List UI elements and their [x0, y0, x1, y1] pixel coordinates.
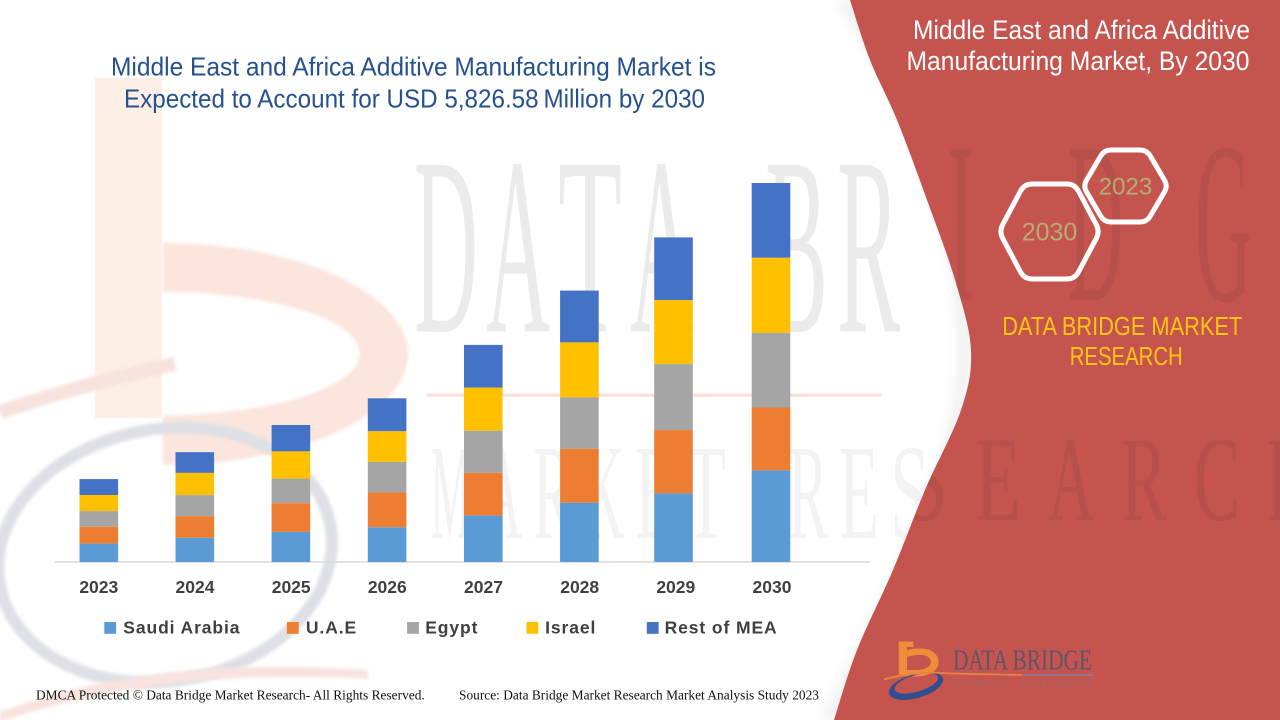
svg-text:C: C [1194, 413, 1240, 547]
svg-text:A: A [1048, 413, 1094, 547]
svg-text:2024: 2024 [176, 577, 215, 597]
svg-text:DATA BRIDGE MARKET: DATA BRIDGE MARKET [1002, 313, 1242, 341]
svg-text:Middle East and Africa Additiv: Middle East and Africa Additive [913, 15, 1250, 45]
svg-text:E: E [839, 418, 879, 568]
svg-text:E: E [975, 413, 1021, 547]
svg-text:2030: 2030 [753, 577, 792, 597]
svg-text:Rest of MEA: Rest of MEA [665, 618, 778, 638]
svg-text:Israel: Israel [545, 618, 596, 638]
svg-text:2026: 2026 [368, 577, 407, 597]
svg-text:R: R [1121, 413, 1167, 547]
svg-text:Egypt: Egypt [425, 618, 478, 638]
svg-text:R: R [837, 106, 900, 387]
svg-text:2027: 2027 [464, 577, 503, 597]
svg-text:A: A [486, 106, 550, 387]
svg-text:2029: 2029 [656, 577, 695, 597]
svg-text:H: H [1267, 413, 1280, 547]
svg-text:Expected to Account for USD 5,: Expected to Account for USD 5,826.58 Mil… [124, 84, 705, 114]
svg-text:U.A.E: U.A.E [306, 618, 357, 638]
svg-text:2023: 2023 [79, 577, 118, 597]
svg-text:Manufacturing Market, By 2030: Manufacturing Market, By 2030 [907, 46, 1250, 76]
svg-text:G: G [1195, 95, 1252, 350]
svg-text:Middle East and Africa Additiv: Middle East and Africa Additive Manufact… [111, 52, 716, 82]
svg-text:2028: 2028 [560, 577, 599, 597]
svg-text:R: R [788, 418, 828, 568]
svg-text:DMCA Protected © Data Bridge M: DMCA Protected © Data Bridge Market Rese… [36, 688, 425, 703]
svg-text:RESEARCH: RESEARCH [1070, 343, 1183, 371]
svg-text:2023: 2023 [1099, 174, 1152, 201]
svg-text:Source: Data Bridge Market Res: Source: Data Bridge Market Research Mark… [459, 688, 819, 703]
svg-text:D: D [414, 106, 478, 387]
svg-text:MARKET RESEARCH: MARKET RESEARCH [953, 679, 1092, 690]
svg-text:2030: 2030 [1022, 219, 1078, 247]
svg-text:2025: 2025 [272, 577, 311, 597]
svg-text:Saudi Arabia: Saudi Arabia [123, 618, 240, 638]
svg-text:DATA BRIDGE: DATA BRIDGE [953, 646, 1092, 677]
